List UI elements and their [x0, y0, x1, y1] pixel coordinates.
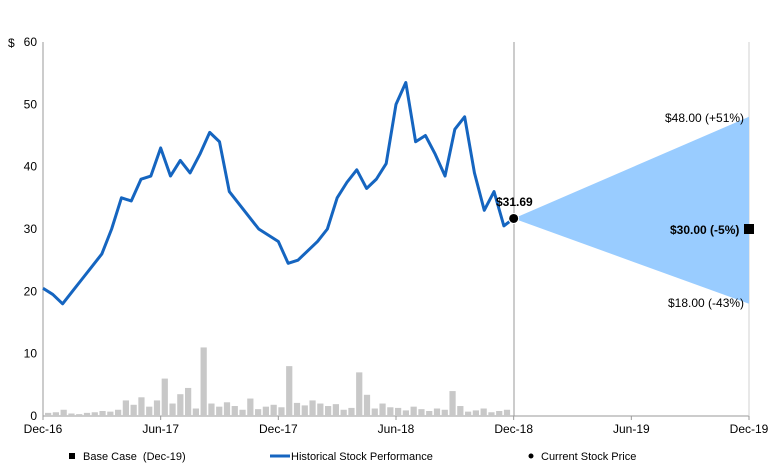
- legend-base-case-marker: [69, 453, 75, 459]
- volume-bar: [449, 391, 456, 416]
- low-case-label: $18.00 (-43%): [668, 296, 744, 310]
- volume-bar: [270, 404, 277, 416]
- x-tick-label: Dec-19: [730, 422, 769, 436]
- volume-bar: [239, 409, 246, 416]
- volume-bar: [465, 411, 472, 416]
- volume-bar: [185, 387, 192, 416]
- volume-bar: [332, 404, 339, 416]
- volume-bar: [161, 378, 168, 416]
- volume-bar: [45, 412, 52, 416]
- y-tick-label: 10: [24, 347, 38, 361]
- base-case-label: $30.00 (-5%): [670, 223, 739, 237]
- volume-bar: [146, 406, 153, 416]
- volume-bar: [402, 410, 409, 416]
- legend-base-case-label: Base Case (Dec-19): [83, 451, 186, 463]
- history-group: [42, 81, 515, 306]
- volume-bar: [301, 405, 308, 416]
- volume-bar: [472, 410, 479, 416]
- volume-bar: [200, 347, 207, 416]
- volume-bar: [441, 409, 448, 416]
- high-case-label: $48.00 (+51%): [665, 111, 744, 125]
- x-tick-label: Dec-16: [24, 422, 63, 436]
- legend-current-price-marker: [528, 453, 534, 459]
- volume-bar: [83, 412, 91, 416]
- volume-bar: [68, 413, 75, 416]
- volume-bar: [480, 408, 487, 416]
- volume-bar: [115, 409, 122, 416]
- volume-bar: [91, 412, 98, 416]
- volume-bar: [52, 412, 59, 416]
- historical-stock-line: [42, 81, 515, 306]
- volume-bar: [99, 411, 106, 416]
- volume-bar: [371, 408, 378, 416]
- volume-bar: [457, 406, 464, 416]
- volume-bar: [231, 406, 238, 416]
- x-tick-labels: Dec-16 Jun-17 Dec-17 Jun-18 Dec-18 Jun-19 Dec-…: [24, 416, 769, 436]
- y-tick-label: 60: [24, 35, 38, 49]
- y-axis-unit-label: $: [8, 36, 15, 50]
- x-tick-label: Jun-18: [378, 422, 415, 436]
- volume-bar: [348, 407, 355, 416]
- volume-bar: [216, 406, 223, 416]
- y-tick-label: 50: [24, 97, 38, 111]
- legend-history-label: Historical Stock Performance: [291, 451, 433, 463]
- x-tick-label: Dec-17: [259, 422, 298, 436]
- volume-bar: [153, 400, 161, 416]
- x-tick-label: Jun-19: [613, 422, 650, 436]
- base-case-marker: [744, 224, 754, 234]
- volume-bar: [309, 400, 316, 416]
- y-tick-label: 20: [24, 284, 38, 298]
- y-tick-label: 40: [24, 160, 38, 174]
- current-price-label: $31.69: [496, 195, 533, 209]
- x-tick-label: Dec-18: [494, 422, 533, 436]
- volume-bar: [122, 400, 129, 416]
- volume-bar: [138, 397, 145, 416]
- volume-bar: [379, 403, 386, 416]
- legend-current-price-label: Current Stock Price: [541, 451, 636, 463]
- projection-group: [513, 116, 749, 304]
- volume-bar: [192, 408, 199, 416]
- volume-bar: [410, 406, 417, 416]
- volume-bar: [169, 403, 176, 416]
- projection-cone: [513, 116, 749, 304]
- volume-bar: [278, 407, 285, 416]
- volume-bar: [488, 412, 495, 416]
- x-tick-label: Jun-17: [142, 422, 179, 436]
- volume-bar: [387, 407, 394, 416]
- current-price-marker: [508, 212, 520, 224]
- volume-bar: [496, 411, 503, 416]
- volume-bar: [293, 402, 301, 416]
- volume-bar: [208, 403, 215, 416]
- volume-bar: [262, 406, 269, 416]
- volume-bar: [130, 404, 137, 416]
- volume-bar: [426, 411, 433, 416]
- markers-group: [508, 212, 754, 234]
- volume-bar: [60, 409, 67, 416]
- y-tick-label: 30: [24, 222, 38, 236]
- volume-bar: [76, 414, 83, 416]
- volume-bar: [363, 394, 371, 416]
- volume-bar: [503, 409, 511, 416]
- volume-bar: [325, 406, 332, 416]
- volume-bar: [286, 366, 293, 416]
- volume-bar: [340, 409, 347, 416]
- volume-bar: [255, 409, 262, 416]
- volume-bar: [223, 402, 231, 416]
- volume-bar: [395, 407, 402, 416]
- y-tick-label: 0: [30, 409, 37, 423]
- volume-bar: [247, 398, 254, 416]
- legend: Base Case (Dec-19) Historical Stock Perf…: [69, 451, 636, 463]
- volume-bar: [107, 411, 114, 416]
- y-tick-labels: 0 10 20 30 40 50 60: [24, 35, 38, 423]
- volume-bars: [45, 347, 511, 416]
- volume-bar: [418, 409, 425, 416]
- volume-bar: [356, 372, 363, 416]
- volume-bar: [177, 394, 184, 416]
- volume-bar: [317, 403, 324, 416]
- volume-bar: [433, 408, 441, 416]
